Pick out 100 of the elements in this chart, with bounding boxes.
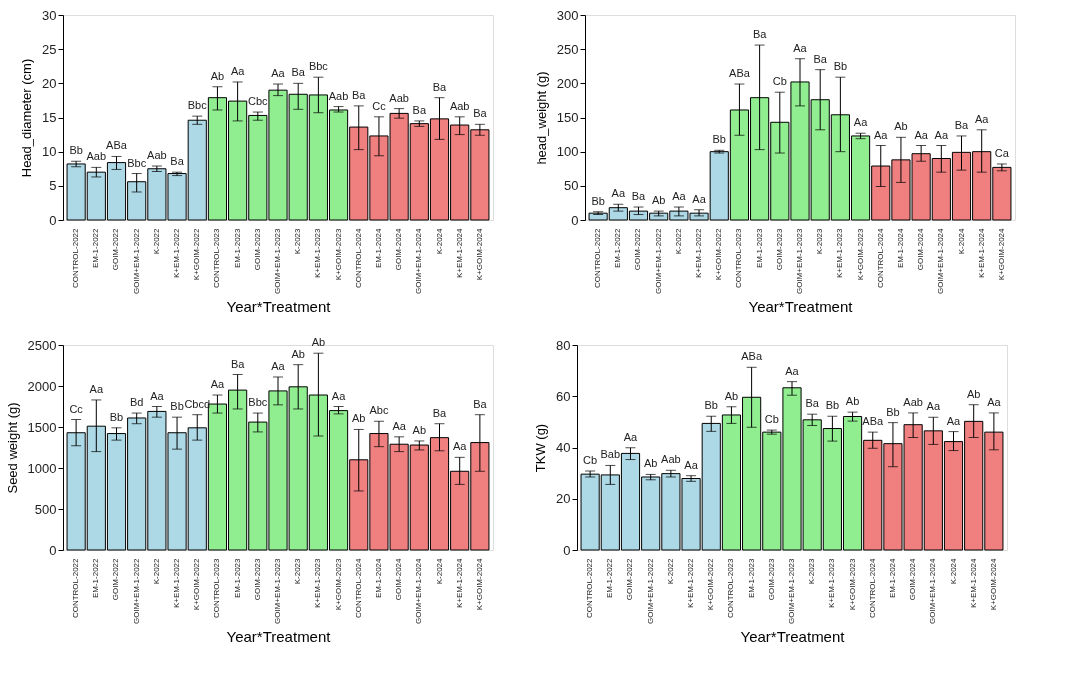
x-tick-label: K-2024 [434,227,444,255]
x-tick-label: K+EM-1-2024 [976,227,986,279]
x-tick-label: K-2022 [673,227,683,255]
annotation: Ab [724,389,739,402]
annotation: Aa [452,440,468,453]
y-axis-title: head_weight (g) [533,71,549,165]
x-tick-label: K+GOIM-2024 [996,227,1006,281]
annotation: Aa [230,64,246,77]
y-tick-label: 15 [42,110,57,125]
x-tick-label: GOIM-2022 [625,557,635,601]
annotation: ABa [741,350,763,363]
x-tick-label: GOIM+EM-1-2022 [653,227,663,295]
x-tick-label: CONTROL-2022 [585,557,595,619]
annotation: Ca [994,146,1010,159]
annotation: Cc [69,402,84,415]
annotation: Aa [623,430,639,443]
annotation: Bb [704,399,718,412]
annotation: Ba [170,155,185,168]
x-tick-label: EM-1-2023 [232,557,242,599]
annotation: Aab [86,150,107,163]
annotation: Ba [631,190,647,203]
x-tick-label: CONTROL-2024 [875,227,885,289]
x-tick-label: GOIM-2024 [394,557,404,601]
annotation: Bb [109,410,124,423]
y-tick-label: 2000 [27,378,57,394]
x-tick-label: GOIM-2023 [252,227,262,271]
x-tick-label: GOIM-2023 [252,557,262,601]
x-tick-label: EM-1-2023 [754,227,764,269]
annotation: Aa [672,190,687,203]
y-tick-label: 250 [556,41,579,57]
annotation: Aa [987,395,1002,408]
annotation: Ba [352,88,367,101]
annotation: ABa [862,415,885,428]
x-tick-label: K+GOIM-2023 [333,227,343,281]
x-tick-label: EM-1-2022 [91,557,101,599]
annotation: Cbc [248,95,269,108]
x-tick-label: K+GOIM-2024 [474,557,484,611]
y-tick-label: 5 [49,178,57,194]
annotation: Bb [170,400,184,413]
y-tick-label: 2500 [27,337,57,353]
annotation: Aa [974,112,990,125]
x-tick-label: K-2023 [815,227,825,255]
annotation: Aab [389,91,409,104]
x-tick-label: CONTROL-2024 [867,557,877,619]
x-tick-label: CONTROL-2023 [734,227,744,289]
annotation: Bbc [127,156,147,169]
x-tick-label: GOIM+EM-1-2024 [936,227,946,295]
y-tick-label: 500 [34,501,57,517]
annotation: Aab [147,149,167,162]
annotation: Ab [210,69,225,82]
annotation: Bb [825,399,840,412]
annotation: Ab [412,423,427,436]
x-tick-label: GOIM+EM-1-2023 [273,227,282,295]
annotation: Ab [291,347,305,360]
y-tick-label: 0 [49,212,57,228]
x-tick-label: GOIM+EM-1-2024 [928,557,938,625]
x-tick-label: K+GOIM-2022 [706,557,716,611]
x-tick-label: K-2023 [293,227,303,255]
x-tick-label: GOIM+EM-1-2023 [273,557,282,625]
x-tick-label: K+EM-1-2024 [968,557,978,609]
annotation: Ba [954,118,970,131]
annotation: Aa [926,400,941,413]
annotation: Bb [833,60,848,73]
annotation: Ba [412,103,427,116]
x-tick-label: EM-1-2022 [605,557,615,599]
annotation: Aa [793,41,808,54]
annotation: Aa [785,364,800,377]
annotation: Bb [712,133,726,146]
annotation: Ba [473,397,488,410]
annotation: Bbc [248,396,268,409]
annotation: Aa [874,128,889,141]
annotation: Bbc [308,60,329,73]
y-tick-label: 40 [556,440,571,455]
x-tick-label: CONTROL-2024 [353,227,363,289]
y-tick-label: 150 [556,110,579,125]
y-axis-title: TKW (g) [533,423,549,473]
x-tick-label: K+GOIM-2023 [847,557,857,611]
annotation: Ba [473,107,488,120]
x-tick-label: K+EM-1-2022 [172,557,182,609]
x-tick-label: K+EM-1-2023 [313,557,323,609]
annotation: Aab [903,395,923,408]
x-tick-label: EM-1-2023 [232,227,242,269]
x-tick-label: K+EM-1-2024 [454,557,464,609]
x-axis-title: Year*Treatment [226,298,332,316]
x-tick-label: GOIM+EM-1-2024 [414,227,424,295]
annotation: Aa [89,382,104,395]
annotation: Abc [369,404,389,417]
annotation: Bb [886,405,900,418]
y-tick-label: 0 [571,212,579,228]
x-tick-label: K+EM-1-2022 [686,557,696,609]
x-tick-label: EM-1-2023 [746,557,756,599]
annotation: Aa [692,192,707,205]
annotation: Ba [752,28,768,41]
y-tick-label: 50 [564,178,579,194]
annotation: Ba [230,357,246,370]
annotation: Ab [845,395,860,408]
x-tick-label: CONTROL-2023 [726,557,736,619]
annotation: Ab [894,120,908,133]
x-tick-label: K+GOIM-2022 [192,227,202,281]
y-tick-label: 300 [556,7,579,23]
